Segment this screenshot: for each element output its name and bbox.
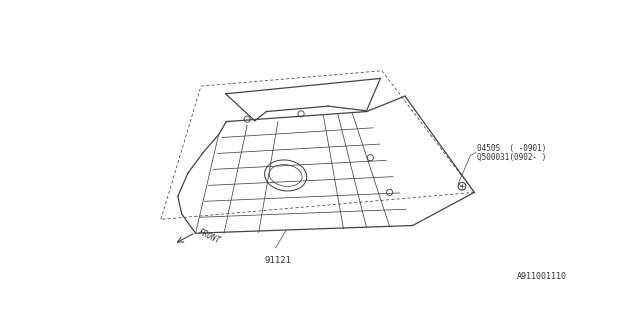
Text: 0450S  ( -0901): 0450S ( -0901) [477, 144, 547, 153]
Text: FRONT: FRONT [197, 228, 222, 246]
Text: 91121: 91121 [264, 256, 291, 265]
Text: A911001110: A911001110 [516, 272, 566, 281]
Text: Q500031(0902- ): Q500031(0902- ) [477, 153, 547, 162]
